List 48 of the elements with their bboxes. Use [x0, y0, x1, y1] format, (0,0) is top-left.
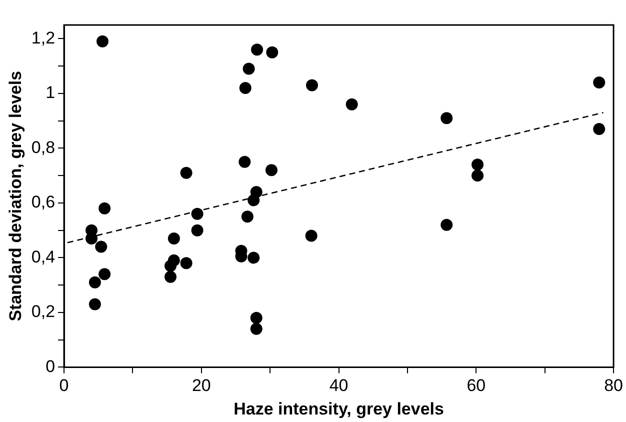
point: [265, 164, 278, 176]
point: [440, 112, 453, 124]
point: [248, 252, 260, 264]
point: [164, 270, 176, 283]
y-tick-label: 0: [46, 356, 56, 376]
point: [191, 208, 204, 220]
point: [88, 276, 101, 288]
x-tick-label: 0: [59, 376, 69, 396]
y-tick-label: 1: [46, 83, 56, 102]
y-tick-label: 0,4: [31, 247, 56, 266]
point: [593, 76, 606, 88]
y-axis-title: Standard deviation, grey levels: [6, 70, 25, 322]
point: [168, 232, 180, 245]
point: [98, 268, 111, 280]
point: [241, 210, 254, 223]
point: [250, 322, 262, 335]
y-tick-label: 0,2: [31, 302, 56, 322]
y-tick-label: 1,2: [31, 28, 56, 48]
point: [86, 232, 98, 245]
point: [346, 98, 358, 110]
point: [250, 312, 262, 324]
point: [180, 257, 192, 270]
point: [472, 170, 484, 182]
point: [191, 224, 204, 236]
x-tick-label: 20: [192, 376, 211, 396]
point: [440, 218, 453, 231]
point: [266, 46, 278, 58]
point: [96, 35, 108, 48]
point: [251, 44, 264, 56]
point: [95, 240, 108, 253]
y-tick-label: 0,6: [31, 192, 56, 212]
x-tick-label: 80: [604, 376, 624, 396]
point: [248, 194, 260, 206]
x-tick-label: 60: [466, 376, 486, 396]
point: [238, 156, 251, 168]
point: [305, 230, 318, 242]
point: [472, 158, 484, 171]
y-tick-label: 0,8: [31, 138, 56, 157]
point: [306, 79, 318, 92]
x-tick-label: 40: [329, 376, 348, 396]
point: [593, 123, 606, 136]
point: [239, 82, 252, 94]
point: [164, 260, 176, 272]
point: [88, 298, 101, 310]
point: [242, 62, 255, 75]
point: [180, 166, 192, 179]
x-axis-title: Haze intensity, grey levels: [234, 399, 444, 418]
point: [98, 202, 111, 214]
